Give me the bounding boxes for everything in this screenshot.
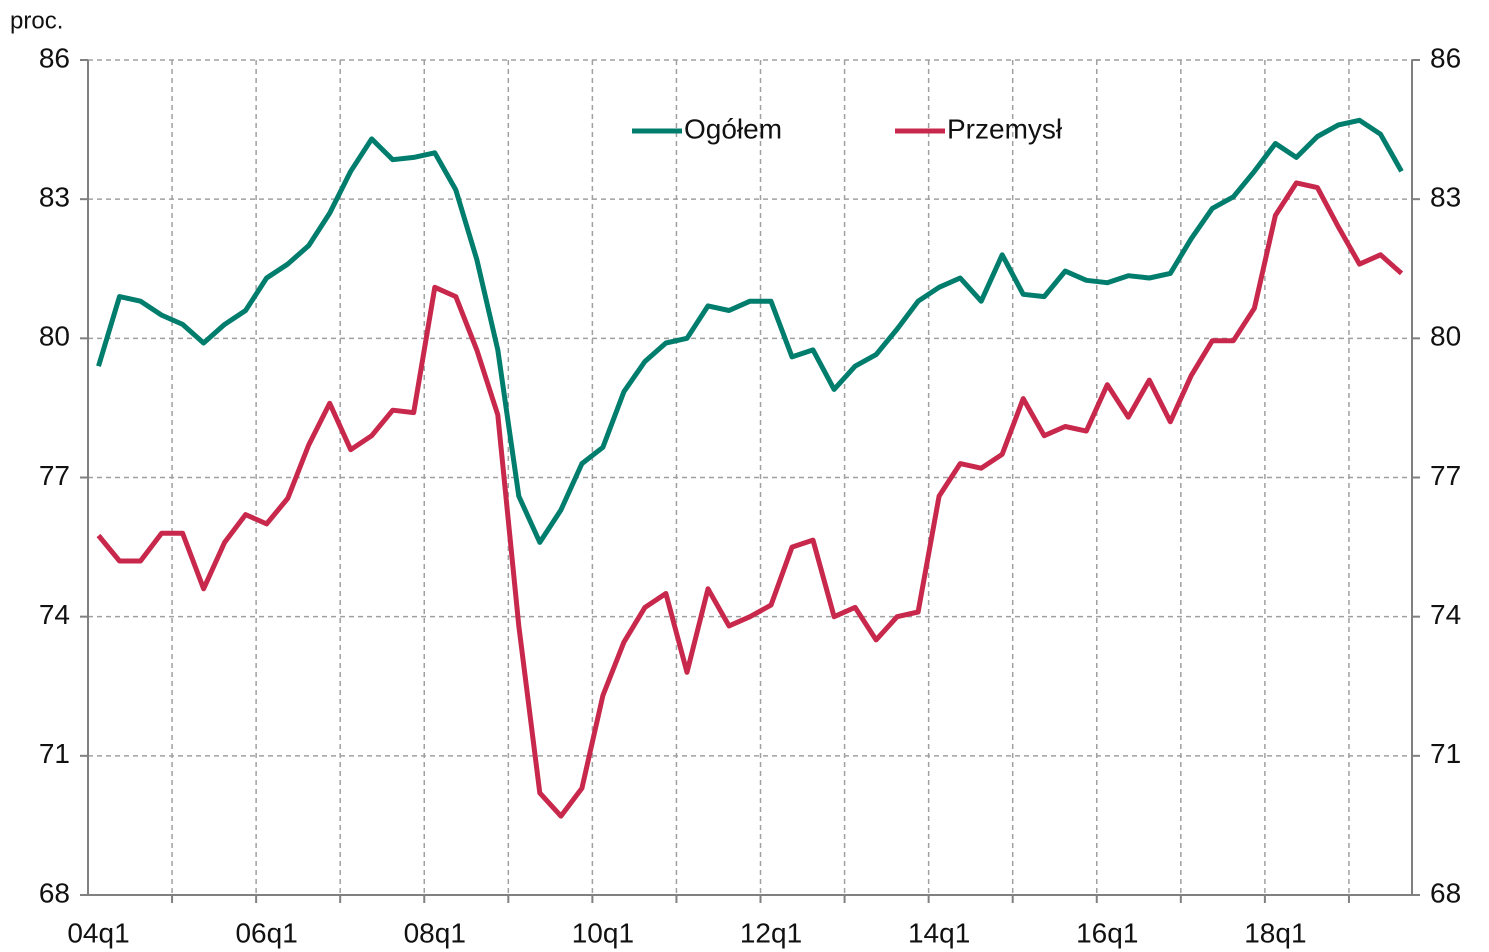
y2-tick-label: 68 [1430,877,1461,908]
legend-label: Ogółem [684,113,782,144]
series-line [96,117,1404,545]
y-tick-label: 83 [39,182,70,213]
y-tick-label: 86 [39,42,70,73]
y-tick-label: 77 [39,460,70,491]
y-tick-label: 68 [39,877,70,908]
x-tick-label: 06q1 [235,917,297,948]
legend-label: Przemysł [947,113,1063,144]
x-tick-label: 12q1 [740,917,802,948]
x-tick-label: 18q1 [1244,917,1306,948]
y2-tick-label: 77 [1430,460,1461,491]
y2-tick-label: 86 [1430,42,1461,73]
y-tick-label: 80 [39,321,70,352]
x-tick-label: 14q1 [908,917,970,948]
y-tick-label: 71 [39,738,70,769]
y2-tick-label: 74 [1430,599,1461,630]
y-axis-label: proc. [10,7,63,34]
x-tick-label: 16q1 [1076,917,1138,948]
y2-tick-label: 71 [1430,738,1461,769]
x-tick-label: 10q1 [572,917,634,948]
y-tick-label: 74 [39,599,70,630]
y2-tick-label: 80 [1430,321,1461,352]
y2-tick-label: 83 [1430,182,1461,213]
x-tick-label: 04q1 [67,917,129,948]
series-line [96,180,1404,819]
x-tick-label: 08q1 [404,917,466,948]
